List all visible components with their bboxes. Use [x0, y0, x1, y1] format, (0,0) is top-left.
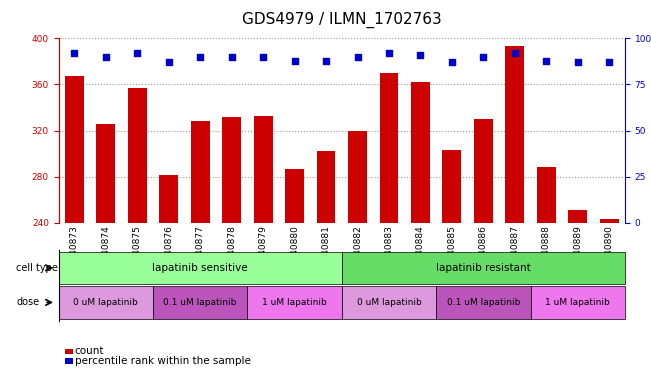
Bar — [65, 76, 84, 223]
Point — [415, 52, 426, 58]
Bar — [474, 119, 493, 223]
Bar — [254, 116, 273, 223]
Text: 0.1 uM lapatinib: 0.1 uM lapatinib — [163, 298, 237, 307]
Bar — [348, 131, 367, 223]
Bar — [380, 73, 398, 223]
Bar — [505, 46, 524, 223]
Point — [100, 54, 111, 60]
Point — [447, 59, 457, 65]
Point — [604, 59, 615, 65]
Bar — [568, 210, 587, 223]
Text: percentile rank within the sample: percentile rank within the sample — [75, 356, 251, 366]
Point — [352, 54, 363, 60]
Bar — [411, 82, 430, 223]
Point — [258, 54, 268, 60]
Text: GDS4979 / ILMN_1702763: GDS4979 / ILMN_1702763 — [242, 12, 441, 28]
Bar — [600, 219, 618, 223]
Point — [572, 59, 583, 65]
Bar — [537, 167, 556, 223]
Text: 0.1 uM lapatinib: 0.1 uM lapatinib — [447, 298, 520, 307]
Point — [163, 59, 174, 65]
Text: lapatinib resistant: lapatinib resistant — [436, 263, 531, 273]
Text: lapatinib sensitive: lapatinib sensitive — [152, 263, 248, 273]
Bar — [128, 88, 146, 223]
Point — [195, 54, 205, 60]
Bar — [191, 121, 210, 223]
Point — [69, 50, 79, 56]
Point — [383, 50, 394, 56]
Point — [289, 58, 299, 64]
Text: 1 uM lapatinib: 1 uM lapatinib — [262, 298, 327, 307]
Text: count: count — [75, 346, 104, 356]
Point — [541, 58, 551, 64]
Text: 0 uM lapatinib: 0 uM lapatinib — [357, 298, 421, 307]
Bar — [316, 151, 335, 223]
Point — [132, 50, 143, 56]
Point — [227, 54, 237, 60]
Bar — [285, 169, 304, 223]
Bar — [159, 175, 178, 223]
Text: 1 uM lapatinib: 1 uM lapatinib — [546, 298, 610, 307]
Bar — [443, 150, 462, 223]
Point — [478, 54, 488, 60]
Bar — [96, 124, 115, 223]
Bar — [222, 117, 241, 223]
Text: dose: dose — [16, 297, 40, 308]
Point — [321, 58, 331, 64]
Text: 0 uM lapatinib: 0 uM lapatinib — [74, 298, 138, 307]
Point — [510, 50, 520, 56]
Text: cell type: cell type — [16, 263, 58, 273]
